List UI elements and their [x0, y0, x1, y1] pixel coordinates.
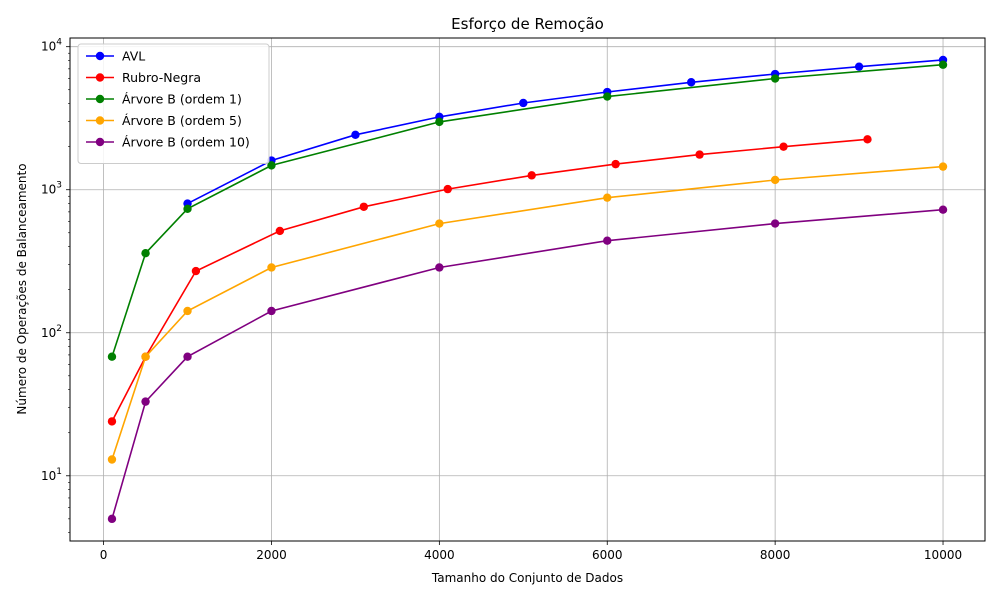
legend-label: Árvore B (ordem 5): [122, 113, 242, 128]
data-point: [854, 62, 864, 71]
data-point: [183, 352, 192, 361]
data-point: [267, 306, 276, 316]
y-tick-exponent: 4: [56, 38, 62, 48]
data-point: [351, 130, 360, 140]
series-line: [111, 63, 944, 357]
legend-item: AVL: [86, 49, 145, 64]
series-layer: [107, 55, 948, 524]
series-3: [107, 162, 948, 464]
legend: AVL Rubro-Negra Árvore B (ordem 1) Árvore B…: [77, 43, 270, 164]
data-point: [603, 236, 612, 245]
legend-marker: [95, 137, 105, 147]
legend-label: AVL: [122, 49, 145, 64]
series-line: [187, 59, 944, 205]
y-tick-exponent: 3: [56, 181, 62, 191]
x-axis: 0 2000 4000 6000 8000 10000: [100, 541, 962, 562]
series-4: [107, 205, 948, 524]
data-point: [107, 514, 117, 524]
data-point: [107, 417, 117, 426]
legend-label: Rubro-Negra: [122, 70, 201, 85]
y-tick-base: 10: [41, 183, 56, 197]
data-point: [107, 352, 117, 361]
data-point: [779, 142, 788, 151]
data-point: [191, 266, 201, 276]
data-point: [435, 219, 444, 228]
x-axis-title: Tamanho do Conjunto de Dados: [431, 571, 623, 585]
data-point: [519, 98, 528, 108]
y-tick-base: 10: [41, 326, 56, 340]
legend-item: Árvore B (ordem 10): [86, 135, 250, 150]
legend-label: Árvore B (ordem 1): [122, 92, 242, 107]
data-point: [267, 263, 276, 272]
data-point: [267, 161, 276, 170]
legend-item: Rubro-Negra: [86, 70, 201, 85]
x-tick-label: 8000: [760, 548, 791, 562]
data-point: [695, 150, 704, 159]
data-point: [686, 78, 696, 87]
data-point: [770, 175, 780, 185]
data-point: [603, 193, 612, 202]
data-point: [770, 219, 780, 228]
data-point: [863, 135, 872, 144]
x-tick-label: 10000: [924, 548, 962, 562]
y-tick-label: 101: [41, 467, 62, 483]
data-point: [527, 171, 536, 180]
x-tick-label: 6000: [592, 548, 623, 562]
data-point: [107, 455, 117, 464]
data-point: [183, 204, 192, 214]
x-tick-label: 2000: [256, 548, 287, 562]
series-line: [111, 208, 944, 520]
y-tick-exponent: 1: [56, 467, 62, 477]
y-tick-base: 10: [41, 469, 56, 483]
data-point: [611, 159, 620, 169]
data-point: [183, 306, 192, 316]
legend-box: [77, 43, 270, 164]
data-point: [770, 74, 780, 83]
legend-item: Árvore B (ordem 5): [86, 113, 242, 128]
series-line: [111, 165, 944, 460]
y-tick-label: 104: [41, 38, 62, 54]
data-point: [603, 92, 612, 101]
data-point: [141, 248, 150, 258]
data-point: [435, 263, 444, 272]
legend-marker: [95, 73, 105, 82]
y-tick-exponent: 2: [56, 324, 62, 334]
data-point: [938, 60, 948, 69]
data-point: [435, 117, 444, 127]
data-point: [141, 352, 150, 361]
y-tick-label: 103: [41, 181, 62, 197]
x-tick-label: 4000: [424, 548, 455, 562]
data-point: [275, 226, 285, 236]
y-axis-title: Número de Operações de Balanceamento: [15, 163, 29, 414]
data-point: [359, 202, 369, 211]
y-tick-label: 102: [41, 324, 62, 340]
data-point: [938, 162, 948, 171]
data-point: [141, 397, 150, 406]
legend-marker: [95, 116, 105, 125]
x-tick-label: 0: [100, 548, 108, 562]
legend-marker: [95, 94, 105, 104]
legend-marker: [95, 51, 105, 61]
y-tick-base: 10: [41, 40, 56, 54]
series-2: [107, 60, 948, 361]
data-point: [938, 205, 948, 214]
chart-title: Esforço de Remoção: [451, 15, 604, 33]
legend-item: Árvore B (ordem 1): [86, 92, 242, 107]
legend-label: Árvore B (ordem 10): [122, 135, 250, 150]
data-point: [443, 184, 452, 194]
